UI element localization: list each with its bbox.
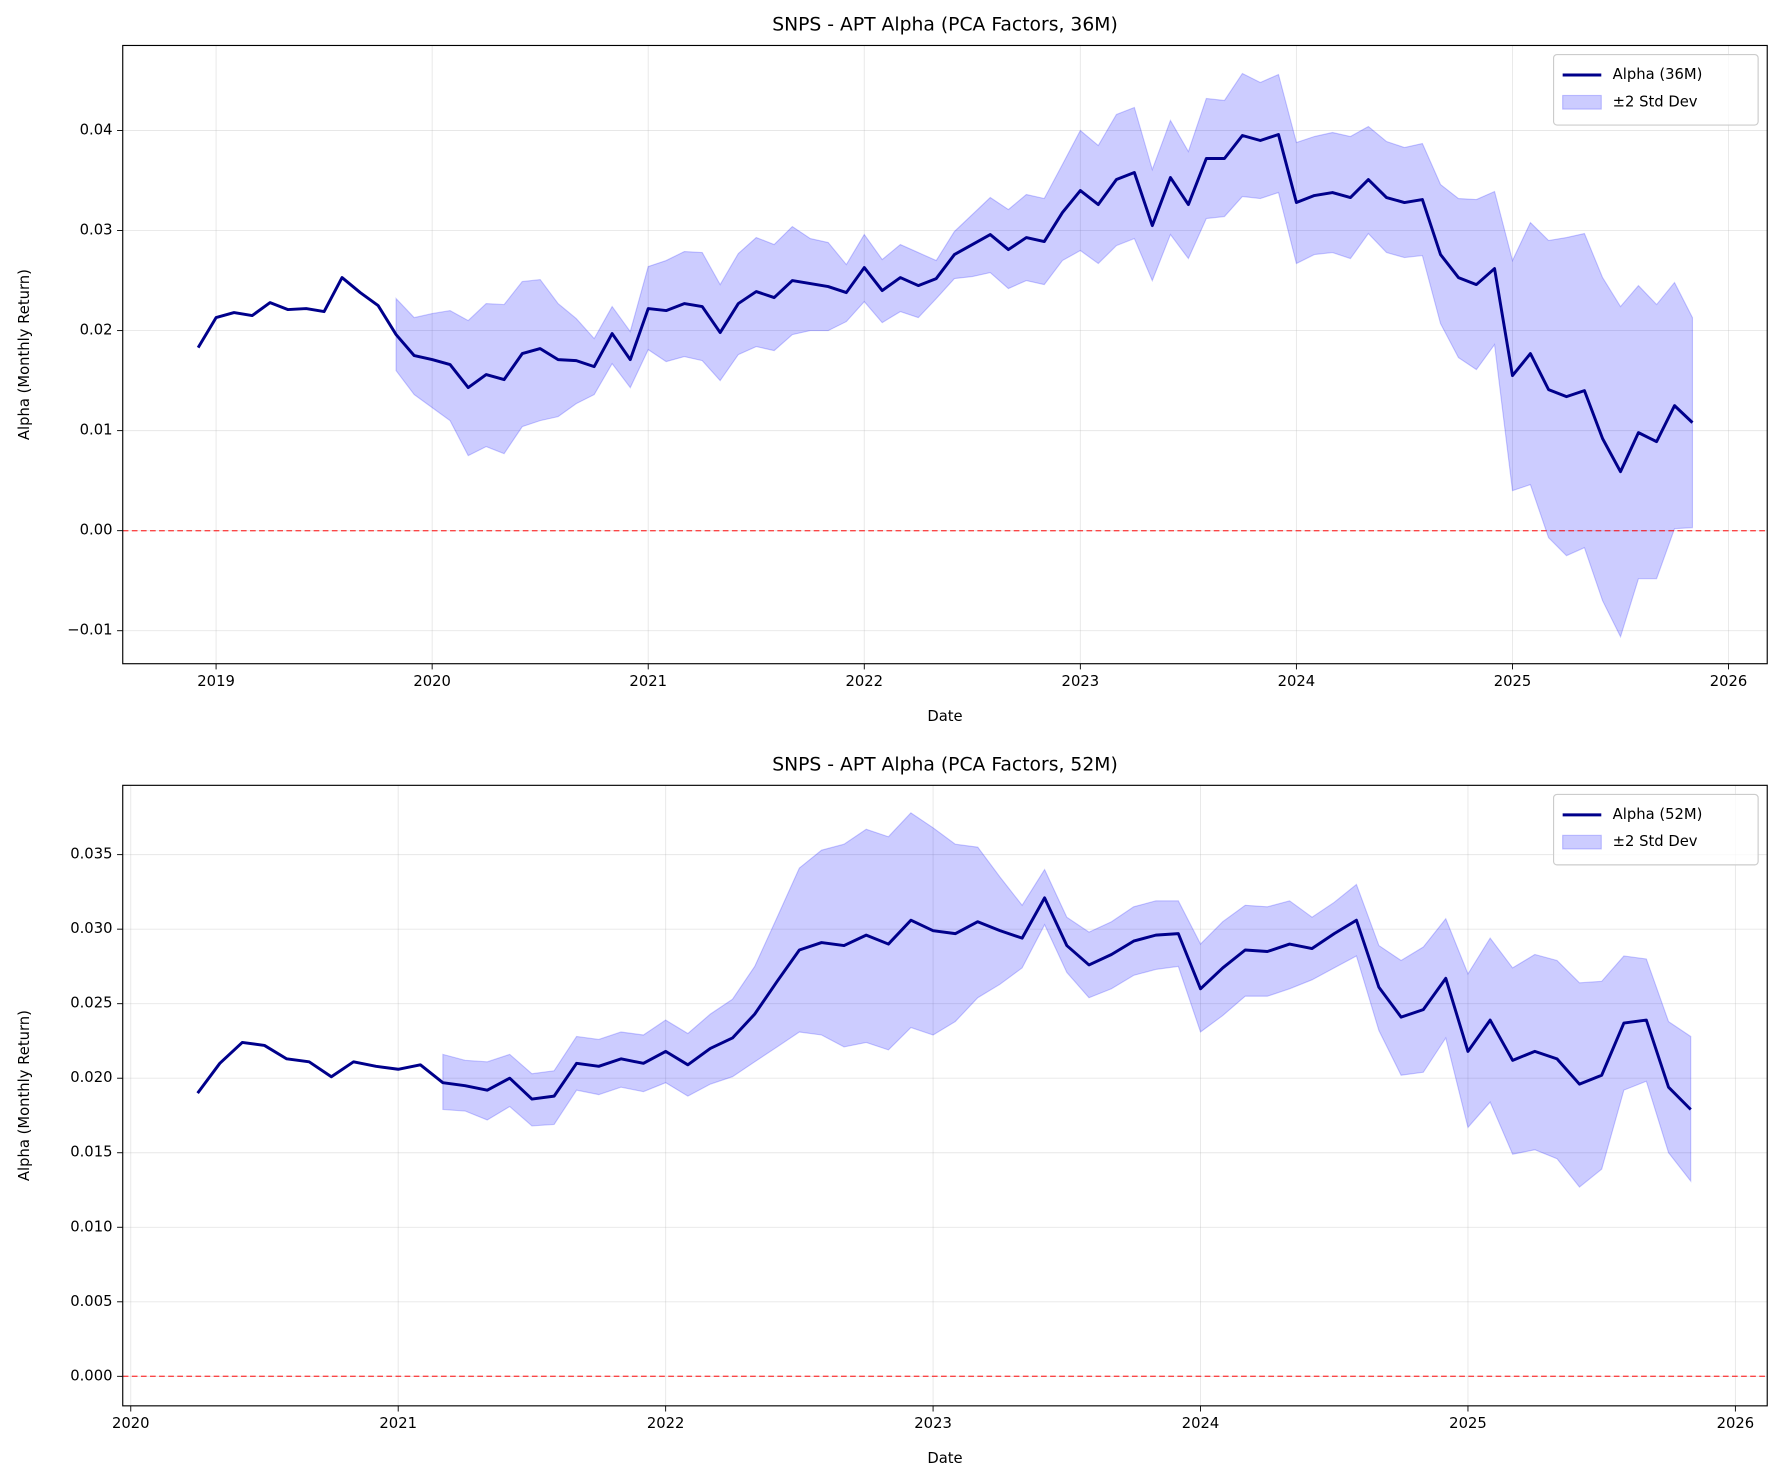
alpha-line	[196, 133, 1694, 474]
y-tick-label: 0.020	[70, 1069, 112, 1086]
x-tick-label: 2022	[647, 1415, 685, 1432]
y-tick-label: 0.04	[80, 122, 113, 139]
x-tick-label: 2022	[845, 673, 883, 690]
x-axis-label: Date	[927, 708, 962, 725]
chart-title: SNPS - APT Alpha (PCA Factors, 36M)	[772, 15, 1118, 36]
x-tick-label: 2023	[1062, 673, 1100, 690]
std-band	[395, 72, 1694, 639]
y-axis-label: Alpha (Monthly Return)	[16, 269, 33, 440]
y-axis-label: Alpha (Monthly Return)	[16, 1010, 33, 1181]
legend-label: Alpha (52M)	[1613, 806, 1703, 823]
std-band	[442, 812, 1692, 1188]
y-tick-label: 0.000	[70, 1367, 112, 1384]
x-tick-label: 2025	[1449, 1415, 1487, 1432]
y-tick-label: 0.025	[70, 995, 112, 1012]
x-axis-label: Date	[927, 1450, 962, 1467]
x-tick-label: 2024	[1182, 1415, 1220, 1432]
y-tick-label: 0.030	[70, 920, 112, 937]
alpha-line	[196, 896, 1692, 1111]
legend-box	[1552, 793, 1759, 866]
y-tick-label: 0.01	[80, 422, 113, 439]
y-tick-label: 0.03	[80, 222, 113, 239]
x-tick-label: 2020	[112, 1415, 150, 1432]
x-tick-label: 2026	[1717, 1415, 1755, 1432]
legend-label: Alpha (36M)	[1613, 66, 1703, 83]
y-tick-label: 0.02	[80, 322, 113, 339]
x-tick-label: 2021	[379, 1415, 417, 1432]
legend-label: ±2 Std Dev	[1613, 833, 1698, 850]
plot-frame	[122, 784, 1768, 1407]
x-tick-label: 2019	[197, 673, 235, 690]
x-tick-label: 2026	[1710, 673, 1748, 690]
legend-swatch	[1562, 94, 1602, 110]
legend-label: ±2 Std Dev	[1613, 93, 1698, 110]
y-tick-label: 0.035	[70, 846, 112, 863]
legend-box	[1552, 53, 1759, 126]
x-tick-label: 2023	[914, 1415, 952, 1432]
y-tick-label: 0.015	[70, 1144, 112, 1161]
chart: 2019 2020 2021 2022 2023 2024 2025 2026 −0.01 0.0…	[16, 15, 1768, 725]
x-tick-label: 2021	[629, 673, 667, 690]
y-tick-label: 0.010	[70, 1218, 112, 1235]
x-tick-label: 2024	[1278, 673, 1316, 690]
plot-frame	[122, 44, 1768, 665]
chart: 2020 2021 2022 2023 2024 2025 2026 0.000 0.005 0.…	[16, 754, 1768, 1467]
chart-title: SNPS - APT Alpha (PCA Factors, 52M)	[772, 754, 1118, 775]
x-tick-label: 2020	[413, 673, 451, 690]
legend-swatch	[1562, 834, 1602, 850]
y-tick-label: −0.01	[67, 622, 112, 639]
y-tick-label: 0.00	[80, 522, 113, 539]
x-tick-label: 2025	[1494, 673, 1532, 690]
y-tick-label: 0.005	[70, 1293, 112, 1310]
